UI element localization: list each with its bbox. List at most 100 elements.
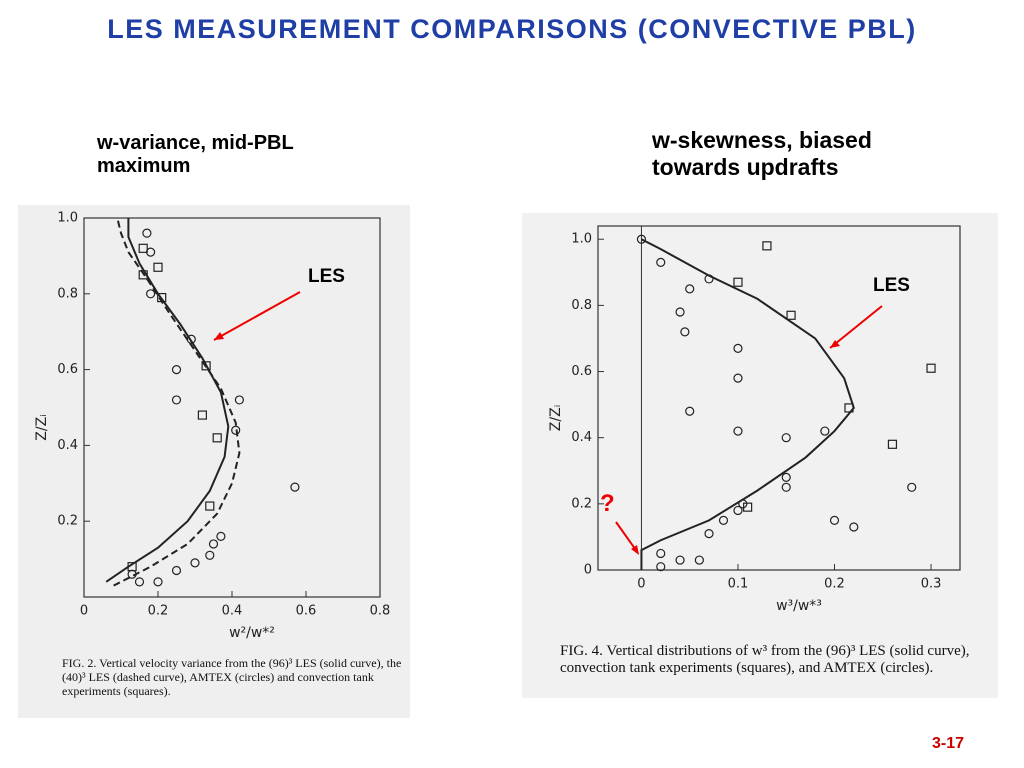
heading: w-variance, mid-PBL maximum [97, 132, 294, 177]
page-number: 3-17 [932, 735, 965, 752]
y-tick-label: 1.0 [57, 211, 78, 226]
scan-right [522, 213, 998, 698]
annotation: LES [308, 266, 345, 287]
x-tick-label: 0 [80, 604, 88, 619]
y-tick-label: 0 [584, 563, 592, 578]
heading: w-skewness, biased towards updrafts [652, 127, 872, 180]
circle-point [656, 257, 666, 267]
circle-point [171, 565, 182, 576]
x-tick-label: 0.4 [222, 604, 243, 619]
circle-point [205, 550, 215, 560]
annotation: ? [600, 490, 615, 517]
curve [113, 217, 241, 587]
square-point [197, 410, 207, 420]
circle-point [733, 343, 743, 353]
x-axis-label: w²/w*² [229, 625, 275, 641]
square-point [138, 243, 148, 253]
circle-point [704, 274, 714, 284]
x-tick-label: 0 [637, 577, 645, 592]
annotation: LES [873, 275, 910, 296]
circle-point [738, 499, 748, 509]
arrow [213, 291, 301, 341]
circle-point [718, 515, 729, 525]
circle-point [190, 558, 200, 568]
circle-point [675, 307, 685, 317]
square-point [201, 361, 211, 371]
circle-point [781, 472, 791, 482]
square-point [153, 262, 163, 272]
circle-point [290, 482, 300, 492]
y-tick-label: 0.6 [571, 364, 592, 379]
circle-point [733, 373, 743, 383]
square-point [743, 502, 753, 512]
scan-left [18, 205, 410, 718]
y-tick-label: 0.8 [571, 298, 592, 313]
x-tick-label: 0.1 [728, 577, 749, 592]
square-point [138, 270, 148, 280]
square-point [733, 277, 743, 287]
y-axis-label: Z/Zᵢ [34, 414, 50, 440]
square-point [127, 562, 137, 572]
square-point [926, 363, 936, 373]
y-axis-label: Z/Zᵢ [548, 405, 564, 431]
y-tick-label: 0.6 [57, 362, 78, 377]
circle-point [171, 365, 182, 375]
square-point [887, 439, 898, 449]
y-tick-label: 0.2 [57, 514, 78, 529]
circle-point [636, 234, 647, 244]
circle-point [656, 562, 666, 572]
circle-point [829, 515, 840, 525]
arrowhead [631, 545, 639, 555]
y-tick-label: 0.8 [57, 286, 78, 301]
circle-point [704, 529, 714, 539]
arrowhead [830, 340, 840, 348]
circle-point [146, 289, 156, 299]
x-tick-label: 0.8 [370, 604, 391, 619]
circle-point [694, 555, 704, 565]
circle-point [231, 425, 241, 435]
x-tick-label: 0.6 [296, 604, 317, 619]
circle-point [675, 555, 685, 565]
circle-point [849, 522, 859, 532]
circle-point [134, 577, 145, 587]
circle-point [153, 577, 163, 587]
arrow [829, 305, 883, 349]
square-point [205, 501, 215, 511]
circle-point [171, 395, 182, 405]
curve [640, 238, 855, 570]
square-point [762, 241, 772, 251]
x-tick-label: 0.3 [921, 577, 942, 592]
y-tick-label: 0.4 [571, 430, 592, 445]
x-axis-label: w³/w*³ [776, 598, 822, 614]
curve [105, 218, 230, 583]
circle-point [186, 334, 196, 344]
caption: FIG. 4. Vertical distributions of w³ fro… [560, 643, 970, 677]
circle-point [656, 548, 666, 559]
circle-point [781, 433, 791, 443]
plot-frame [597, 225, 961, 571]
circle-point [142, 228, 152, 238]
slide-title: LES MEASUREMENT COMPARISONS (CONVECTIVE … [107, 14, 917, 44]
circle-point [685, 284, 695, 294]
arrowhead [214, 332, 224, 340]
circle-point [733, 426, 743, 436]
circle-point [216, 531, 226, 541]
circle-point [820, 426, 830, 436]
circle-point [234, 395, 244, 405]
square-point [157, 292, 167, 303]
caption: FIG. 2. Vertical velocity variance from … [62, 656, 402, 698]
y-tick-label: 0.2 [571, 496, 592, 511]
circle-point [781, 482, 791, 492]
circle-point [685, 406, 695, 416]
circle-point [208, 539, 219, 549]
square-point [844, 403, 854, 413]
y-tick-label: 1.0 [571, 232, 592, 247]
circle-point [733, 505, 743, 516]
y-tick-label: 0.4 [57, 438, 78, 453]
circle-point [680, 327, 690, 337]
square-point [212, 433, 222, 443]
x-tick-label: 0.2 [824, 577, 845, 592]
square-point [786, 310, 796, 320]
